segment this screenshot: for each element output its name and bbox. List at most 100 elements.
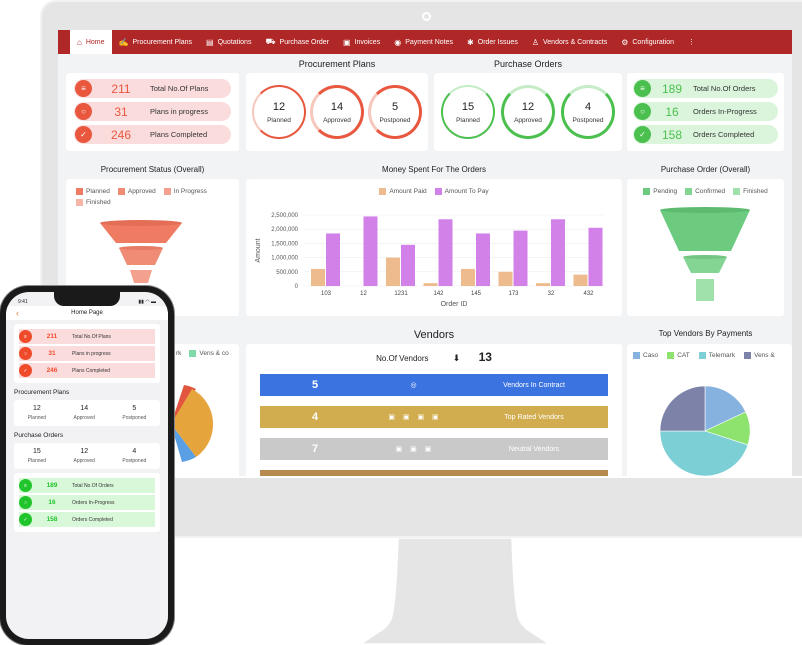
legend-po-finished[interactable]: Finished [733, 188, 768, 195]
ring-po-postponed[interactable]: 4 Postponed [561, 85, 615, 139]
legend-pending[interactable]: Pending [643, 188, 677, 195]
svg-text:0: 0 [295, 284, 299, 290]
phone-stat-plans-progress[interactable]: ○ 31 Plans in progress [19, 346, 155, 361]
svg-text:Amount: Amount [255, 238, 262, 262]
ring-postponed[interactable]: 5 Postponed [368, 85, 422, 139]
purchase-orders-title: Purchase Orders [493, 59, 563, 69]
ring-planned[interactable]: 12 Planned [252, 85, 306, 139]
nav-payment-notes[interactable]: ◉ Payment Notes [394, 37, 454, 47]
legend-finished[interactable]: Finished [76, 199, 111, 206]
star-icons: ▣ ▣ ▣ ▣ [388, 414, 442, 421]
vendor-count-row: No.Of Vendors ⬇ 13 [376, 350, 492, 364]
phone-screen: 9:41 ▮▮ ◠ ▬ ‹ Home Page ≡ 211 Total No.Of … [6, 292, 168, 639]
phone-stat-orders-progress[interactable]: ○ 16 Orders In-Progress [19, 495, 155, 510]
low-rated-vendors-bar[interactable] [260, 470, 608, 478]
neutral-vendors-bar[interactable]: 7 ▣ ▣ ▣ Neutral Vendors [260, 438, 608, 460]
purchase-order-overall-card: Pending Confirmed Finished [627, 179, 784, 316]
bug-icon: ✱ [467, 37, 474, 47]
invoice-icon: ▣ [342, 37, 351, 47]
vendor-icon: ⬇ [452, 353, 461, 363]
legend-planned[interactable]: Planned [76, 188, 110, 195]
plan-stats-card: ≡ 211 Total No.Of Plans ○ 31 Plans in progre… [66, 73, 239, 151]
svg-text:1,500,000: 1,500,000 [271, 241, 298, 247]
ring-po-approved[interactable]: 12 Approved [501, 85, 555, 139]
monitor-chin-divider [42, 476, 802, 478]
progress-icon: ○ [19, 347, 32, 360]
monitor-frame: ⌂ Home ✍ Procurement Plans ▤ Quotations ⛟ Pu… [40, 0, 802, 538]
vendors-title: Vendors [413, 329, 455, 341]
top-rated-vendors-bar[interactable]: 4 ▣ ▣ ▣ ▣ Top Rated Vendors [260, 406, 608, 428]
top-vendors-pie-chart [659, 385, 751, 477]
more-menu-button[interactable]: ⋮ [681, 30, 702, 54]
sliders-icon: ≡ [634, 80, 651, 97]
nav-vendors-contracts[interactable]: ♙ Vendors & Contracts [531, 37, 608, 47]
order-stats-card: ≡ 189 Total No.Of Orders ○ 16 Orders In-Prog… [627, 73, 784, 151]
purchase-order-legend: Pending Confirmed Finished [627, 179, 784, 195]
top-vendors-card: Caso CAT Telemark Vens & [627, 344, 792, 478]
legend-cat[interactable]: CAT [667, 352, 690, 359]
phone-status-bar: 9:41 ▮▮ ◠ ▬ [18, 299, 156, 305]
legend-amount-to-pay[interactable]: Amount To Pay [434, 188, 489, 195]
svg-text:142: 142 [433, 291, 444, 297]
nav-invoices[interactable]: ▣ Invoices [342, 37, 381, 47]
sliders-icon: ≡ [19, 479, 32, 492]
svg-text:2,500,000: 2,500,000 [271, 213, 298, 219]
phone-stat-plans-completed[interactable]: ✓ 246 Plans Completed [19, 363, 155, 378]
stat-total-orders[interactable]: ≡ 189 Total No.Of Orders [633, 79, 778, 98]
payment-icon: ◉ [394, 37, 402, 47]
phone-purchase-title: Purchase Orders [14, 432, 64, 439]
legend-in-progress[interactable]: In Progress [163, 188, 207, 195]
progress-icon: ○ [75, 103, 92, 120]
svg-text:1231: 1231 [394, 291, 408, 297]
home-icon: ⌂ [77, 37, 82, 47]
phone-stat-orders-completed[interactable]: ✓ 158 Orders Completed [19, 512, 155, 527]
svg-text:2,000,000: 2,000,000 [271, 227, 298, 233]
phone-header: ‹ Home Page [6, 306, 168, 320]
nav-home[interactable]: ⌂ Home [70, 30, 112, 54]
truck-icon: ⛟ [265, 37, 276, 46]
check-icon: ✓ [19, 513, 32, 526]
procurement-plans-title: Procurement Plans [298, 59, 376, 69]
svg-text:145: 145 [471, 291, 482, 297]
purchase-order-funnel-chart [660, 207, 750, 301]
stat-total-plans[interactable]: ≡ 211 Total No.Of Plans [74, 79, 231, 98]
check-shield-icon: ✓ [634, 126, 651, 143]
monitor-stand [361, 538, 549, 645]
nav-purchase-order[interactable]: ⛟ Purchase Order [265, 37, 329, 46]
svg-text:103: 103 [321, 291, 332, 297]
legend-confirmed[interactable]: Confirmed [685, 188, 725, 195]
back-icon[interactable]: ‹ [16, 308, 19, 318]
legend-caso[interactable]: Caso [633, 352, 658, 359]
vendors-in-contract-bar[interactable]: 5 ◎ Vendors In Contract [260, 374, 608, 396]
nav-quotations[interactable]: ▤ Quotations [206, 37, 252, 47]
ring-approved[interactable]: 14 Approved [310, 85, 364, 139]
phone-stat-total-orders[interactable]: ≡ 189 Total No.Of Orders [19, 478, 155, 493]
star-icons: ▣ ▣ ▣ [395, 446, 435, 453]
svg-text:173: 173 [508, 291, 519, 297]
money-spent-legend: Amount Paid Amount To Pay [246, 179, 622, 195]
stat-plans-completed[interactable]: ✓ 246 Plans Completed [74, 125, 231, 144]
legend-telemark[interactable]: Telemark [698, 352, 735, 359]
legend-approved[interactable]: Approved [117, 188, 156, 195]
check-shield-icon: ✓ [75, 126, 92, 143]
nav-order-issues[interactable]: ✱ Order Issues [467, 37, 518, 47]
procurement-status-title: Procurement Status (Overall) [100, 165, 205, 174]
money-spent-title: Money Spent For The Orders [382, 165, 486, 174]
phone-purchase-stats: 15 Planned 12 Approved 4 Postponed [14, 443, 160, 469]
hand-icon: ✍ [118, 37, 129, 47]
gear-icon: ⚙ [621, 37, 629, 47]
stat-orders-in-progress[interactable]: ○ 16 Orders In-Progress [633, 102, 778, 121]
top-nav: ⌂ Home ✍ Procurement Plans ▤ Quotations ⛟ Pu… [58, 30, 792, 54]
stat-plans-in-progress[interactable]: ○ 31 Plans in progress [74, 102, 231, 121]
ring-po-planned[interactable]: 15 Planned [441, 85, 495, 139]
nav-configuration[interactable]: ⚙ Configuration [621, 37, 675, 47]
stat-orders-completed[interactable]: ✓ 158 Orders Completed [633, 125, 778, 144]
nav-procurement-plans[interactable]: ✍ Procurement Plans [118, 37, 193, 47]
legend-amount-paid[interactable]: Amount Paid [379, 188, 427, 195]
handshake-icon: ◎ [410, 382, 420, 389]
top-vendors-legend: Caso CAT Telemark Vens & [627, 344, 792, 359]
money-spent-bar-chart: 2,500,000 2,000,000 1,500,000 1,000,000 500,… [255, 213, 604, 308]
legend-vens[interactable]: Vens & [744, 352, 775, 359]
phone-plan-stats: ≡ 211 Total No.Of Plans ○ 31 Plans in progre… [14, 324, 160, 383]
phone-stat-total-plans[interactable]: ≡ 211 Total No.Of Plans [19, 329, 155, 344]
